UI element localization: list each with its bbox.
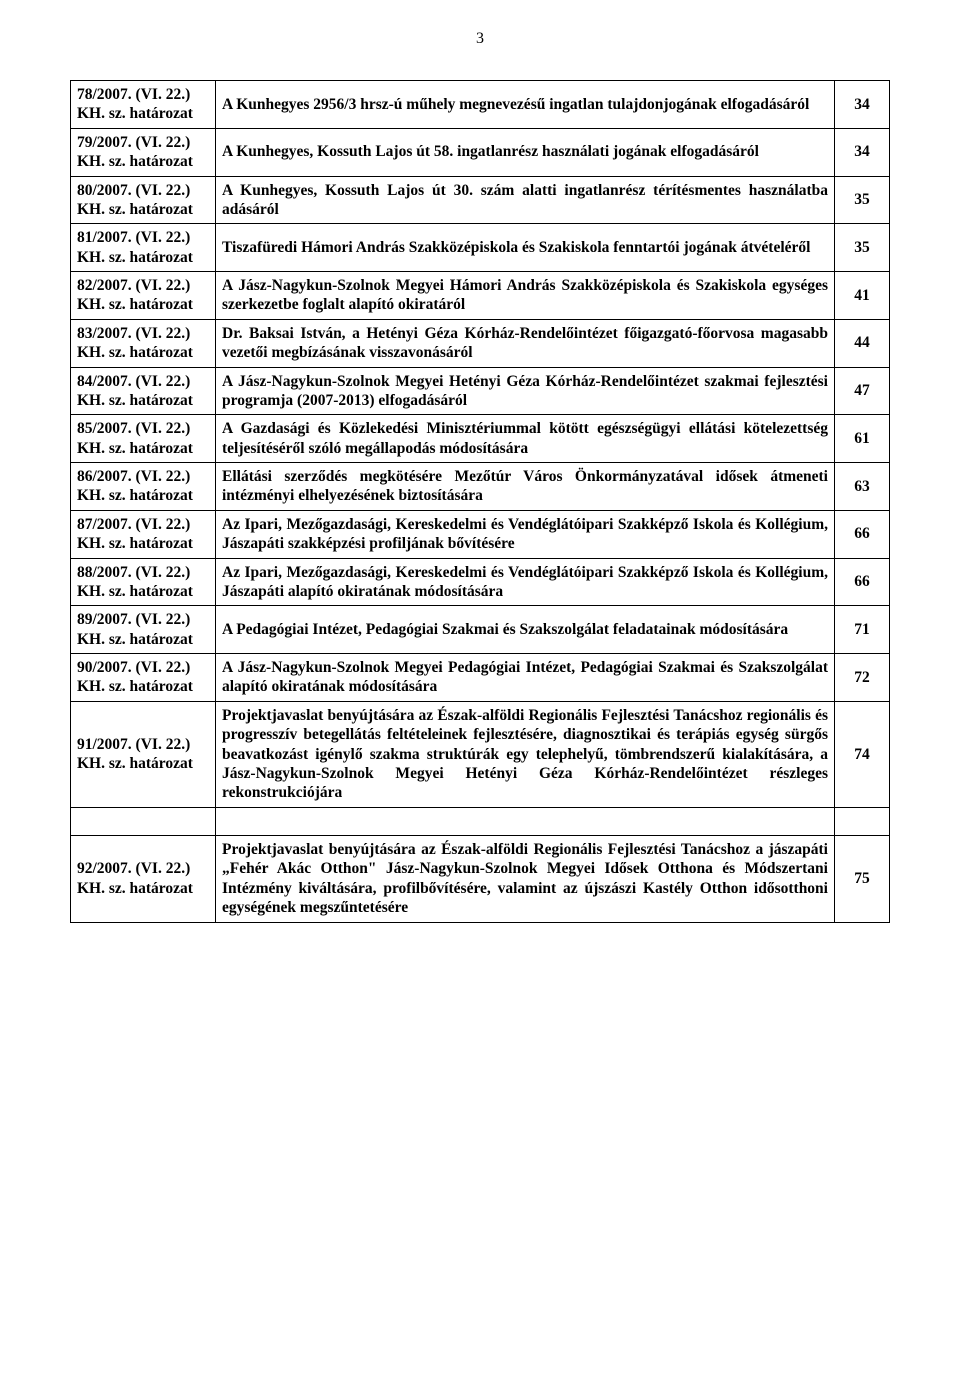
resolution-page: 41 (835, 272, 890, 320)
resolution-description: A Jász-Nagykun-Szolnok Megyei Hámori And… (216, 272, 835, 320)
resolution-description: Ellátási szerződés megkötésére Mezőtúr V… (216, 463, 835, 511)
resolution-reference: 78/2007. (VI. 22.) KH. sz. határozat (71, 81, 216, 129)
resolution-reference: 87/2007. (VI. 22.) KH. sz. határozat (71, 510, 216, 558)
resolution-reference: 83/2007. (VI. 22.) KH. sz. határozat (71, 319, 216, 367)
resolution-reference: 92/2007. (VI. 22.) KH. sz. határozat (71, 836, 216, 923)
resolution-page: 34 (835, 81, 890, 129)
resolution-page: 61 (835, 415, 890, 463)
resolution-description: A Jász-Nagykun-Szolnok Megyei Hetényi Gé… (216, 367, 835, 415)
resolution-reference: 86/2007. (VI. 22.) KH. sz. határozat (71, 463, 216, 511)
resolution-description: Az Ipari, Mezőgazdasági, Kereskedelmi és… (216, 558, 835, 606)
resolution-description: Az Ipari, Mezőgazdasági, Kereskedelmi és… (216, 510, 835, 558)
resolution-reference: 84/2007. (VI. 22.) KH. sz. határozat (71, 367, 216, 415)
table-row: 85/2007. (VI. 22.) KH. sz. határozatA Ga… (71, 415, 890, 463)
resolution-reference: 81/2007. (VI. 22.) KH. sz. határozat (71, 224, 216, 272)
table-row: 81/2007. (VI. 22.) KH. sz. határozatTisz… (71, 224, 890, 272)
resolution-reference: 90/2007. (VI. 22.) KH. sz. határozat (71, 654, 216, 702)
resolution-page: 47 (835, 367, 890, 415)
resolution-description: Projektjavaslat benyújtására az Észak-al… (216, 836, 835, 923)
table-row: 86/2007. (VI. 22.) KH. sz. határozatEllá… (71, 463, 890, 511)
table-row: 92/2007. (VI. 22.) KH. sz. határozatProj… (71, 836, 890, 923)
resolution-page: 35 (835, 176, 890, 224)
table-row: 84/2007. (VI. 22.) KH. sz. határozatA Já… (71, 367, 890, 415)
resolutions-table: 78/2007. (VI. 22.) KH. sz. határozatA Ku… (70, 80, 890, 923)
resolution-page: 75 (835, 836, 890, 923)
resolution-page: 63 (835, 463, 890, 511)
resolution-description: A Kunhegyes 2956/3 hrsz-ú műhely megneve… (216, 81, 835, 129)
resolution-description: A Kunhegyes, Kossuth Lajos út 58. ingatl… (216, 128, 835, 176)
page-number: 3 (0, 30, 960, 48)
table-row: 79/2007. (VI. 22.) KH. sz. határozatA Ku… (71, 128, 890, 176)
resolution-reference: 88/2007. (VI. 22.) KH. sz. határozat (71, 558, 216, 606)
resolution-page: 66 (835, 558, 890, 606)
resolution-reference: 82/2007. (VI. 22.) KH. sz. határozat (71, 272, 216, 320)
table-row: 83/2007. (VI. 22.) KH. sz. határozatDr. … (71, 319, 890, 367)
resolution-reference: 79/2007. (VI. 22.) KH. sz. határozat (71, 128, 216, 176)
table-row: 78/2007. (VI. 22.) KH. sz. határozatA Ku… (71, 81, 890, 129)
table-row: 91/2007. (VI. 22.) KH. sz. határozatProj… (71, 701, 890, 807)
resolution-description: A Kunhegyes, Kossuth Lajos út 30. szám a… (216, 176, 835, 224)
resolution-page: 72 (835, 654, 890, 702)
resolution-description: Tiszafüredi Hámori András Szakközépiskol… (216, 224, 835, 272)
resolution-page: 35 (835, 224, 890, 272)
resolution-description: A Pedagógiai Intézet, Pedagógiai Szakmai… (216, 606, 835, 654)
resolution-page: 74 (835, 701, 890, 807)
resolution-description: A Gazdasági és Közlekedési Minisztériumm… (216, 415, 835, 463)
resolution-reference: 80/2007. (VI. 22.) KH. sz. határozat (71, 176, 216, 224)
resolution-page: 71 (835, 606, 890, 654)
resolution-description: Dr. Baksai István, a Hetényi Géza Kórház… (216, 319, 835, 367)
resolution-reference: 91/2007. (VI. 22.) KH. sz. határozat (71, 701, 216, 807)
table-row: 87/2007. (VI. 22.) KH. sz. határozatAz I… (71, 510, 890, 558)
spacer-row (71, 807, 890, 835)
table-row: 88/2007. (VI. 22.) KH. sz. határozatAz I… (71, 558, 890, 606)
table-row: 90/2007. (VI. 22.) KH. sz. határozatA Já… (71, 654, 890, 702)
resolution-reference: 89/2007. (VI. 22.) KH. sz. határozat (71, 606, 216, 654)
table-row: 82/2007. (VI. 22.) KH. sz. határozatA Já… (71, 272, 890, 320)
resolution-reference: 85/2007. (VI. 22.) KH. sz. határozat (71, 415, 216, 463)
table-row: 80/2007. (VI. 22.) KH. sz. határozatA Ku… (71, 176, 890, 224)
table-row: 89/2007. (VI. 22.) KH. sz. határozatA Pe… (71, 606, 890, 654)
resolution-page: 66 (835, 510, 890, 558)
resolution-page: 44 (835, 319, 890, 367)
resolution-description: A Jász-Nagykun-Szolnok Megyei Pedagógiai… (216, 654, 835, 702)
resolution-page: 34 (835, 128, 890, 176)
resolution-description: Projektjavaslat benyújtására az Észak-al… (216, 701, 835, 807)
